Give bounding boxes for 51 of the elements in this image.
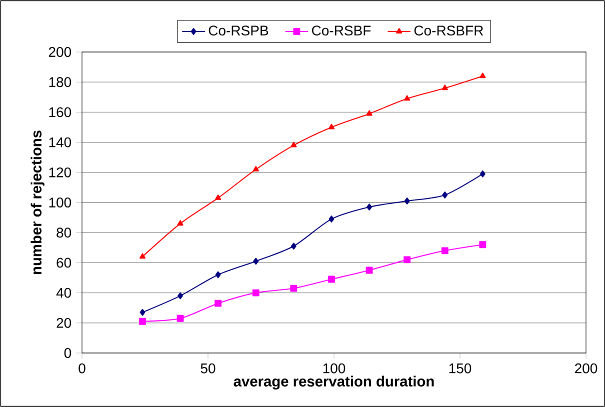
x-tick-label: 100	[323, 363, 346, 374]
point	[215, 194, 222, 200]
point	[140, 308, 146, 316]
y-tick-label: 180	[49, 77, 72, 88]
x-tick-label: 50	[200, 363, 216, 374]
y-tick-label: 160	[49, 107, 72, 118]
y-tick-label: 140	[49, 137, 72, 148]
y-tick-label: 100	[49, 198, 72, 208]
point	[177, 220, 184, 226]
point	[404, 95, 410, 101]
point	[214, 300, 222, 307]
point	[139, 318, 146, 325]
point	[328, 276, 335, 283]
y-tick-label: 80	[56, 228, 72, 238]
point	[253, 258, 259, 265]
y-tick-label: 120	[49, 167, 72, 178]
point	[139, 253, 146, 259]
x-tick-label: 0	[78, 363, 86, 374]
point	[404, 198, 410, 204]
point	[290, 242, 296, 250]
point	[479, 241, 486, 248]
point	[480, 72, 486, 78]
point	[290, 284, 298, 292]
point	[366, 266, 373, 274]
point	[441, 247, 448, 254]
point	[178, 292, 184, 300]
point	[328, 124, 335, 130]
point	[366, 110, 372, 116]
legend-label: Co-RSBFR	[414, 26, 484, 36]
point	[176, 314, 184, 322]
point	[480, 170, 486, 178]
point	[252, 289, 260, 296]
y-tick-label: 200	[48, 47, 72, 57]
y-tick-label: 40	[56, 288, 72, 298]
point	[290, 142, 297, 148]
y-tick-label: 20	[56, 318, 72, 328]
point	[442, 84, 448, 90]
point	[366, 204, 372, 210]
point	[215, 271, 221, 278]
x-tick-label: 200	[575, 363, 598, 374]
x-axis-title: average reservation duration	[234, 376, 434, 390]
x-tick-label: 150	[449, 363, 472, 374]
legend-label: Co-RSBF	[312, 26, 371, 36]
y-tick-label: 0	[64, 348, 72, 358]
y-axis-title: number of rejections	[30, 130, 44, 274]
y-tick-label: 60	[56, 258, 72, 268]
point	[328, 216, 334, 223]
point	[442, 192, 448, 198]
point	[252, 166, 259, 172]
point	[404, 256, 411, 264]
legend-label: Co-RSPB	[208, 26, 268, 36]
